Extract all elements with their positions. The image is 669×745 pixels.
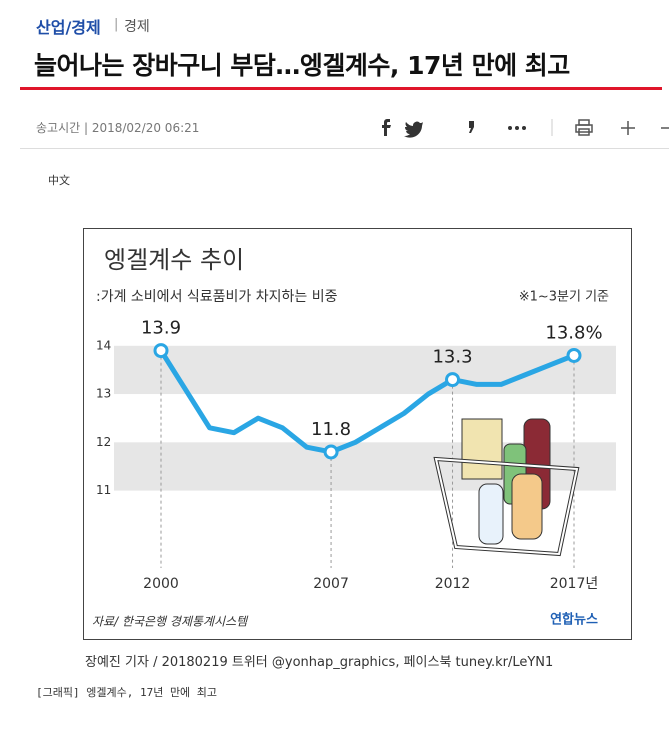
data-label: 13.8% (545, 322, 602, 343)
x-tick-label: 2007 (313, 576, 349, 592)
y-tick-label: 13 (96, 387, 111, 401)
x-tick-label: 2000 (143, 576, 179, 592)
y-tick-label: 14 (96, 338, 111, 352)
data-line (158, 349, 575, 455)
section[interactable]: 산업/경제 (36, 18, 101, 37)
divider: | (114, 17, 119, 32)
story-icon[interactable] (469, 121, 474, 133)
facebook-icon[interactable] (382, 119, 391, 136)
more-icon[interactable] (508, 126, 526, 130)
chart-source: 자료/ 한국은행 경제통계시스템 (92, 615, 249, 629)
data-label: 11.8 (311, 419, 351, 440)
print-icon[interactable] (575, 119, 593, 136)
data-point (323, 444, 339, 460)
chart-note: ※1~3분기 기준 (519, 290, 609, 305)
logo: 연합뉴스 (550, 612, 598, 628)
data-point (153, 343, 169, 359)
x-tick-label: 2017년 (550, 576, 599, 592)
headline: 늘어나는 장바구니 부담…엥겔계수, 17년 만에 최고 (34, 51, 570, 80)
data-label: 13.9 (141, 318, 181, 339)
share-bar (382, 119, 669, 138)
font-up-icon[interactable] (621, 121, 635, 135)
caption: [그래픽] 엥겔계수, 17년 만에 최고 (36, 686, 218, 699)
data-point (445, 372, 461, 388)
data-point (566, 347, 582, 363)
credit: 장예진 기자 / 20180219 트위터 @yonhap_graphics, … (85, 655, 554, 670)
twitter-icon[interactable] (404, 121, 423, 138)
title-rule (20, 87, 662, 90)
y-tick-label: 12 (96, 435, 111, 449)
chart: 엥겔계수 추이 :가계 소비에서 식료품비가 차지하는 비중 ※1~3분기 기준… (83, 228, 632, 640)
data-label: 13.3 (432, 347, 472, 368)
chart-title: 엥겔계수 추이 (104, 246, 244, 274)
subsection[interactable]: 경제 (124, 19, 150, 35)
meta: 송고시간 | 2018/02/20 06:21 (36, 121, 200, 135)
x-tick-label: 2012 (435, 576, 471, 592)
y-tick-label: 11 (96, 483, 111, 497)
meta-rule (20, 148, 669, 149)
language-link[interactable]: 中文 (48, 174, 70, 187)
basket (433, 418, 580, 557)
chart-subtitle: :가계 소비에서 식료품비가 차지하는 비중 (96, 289, 338, 305)
